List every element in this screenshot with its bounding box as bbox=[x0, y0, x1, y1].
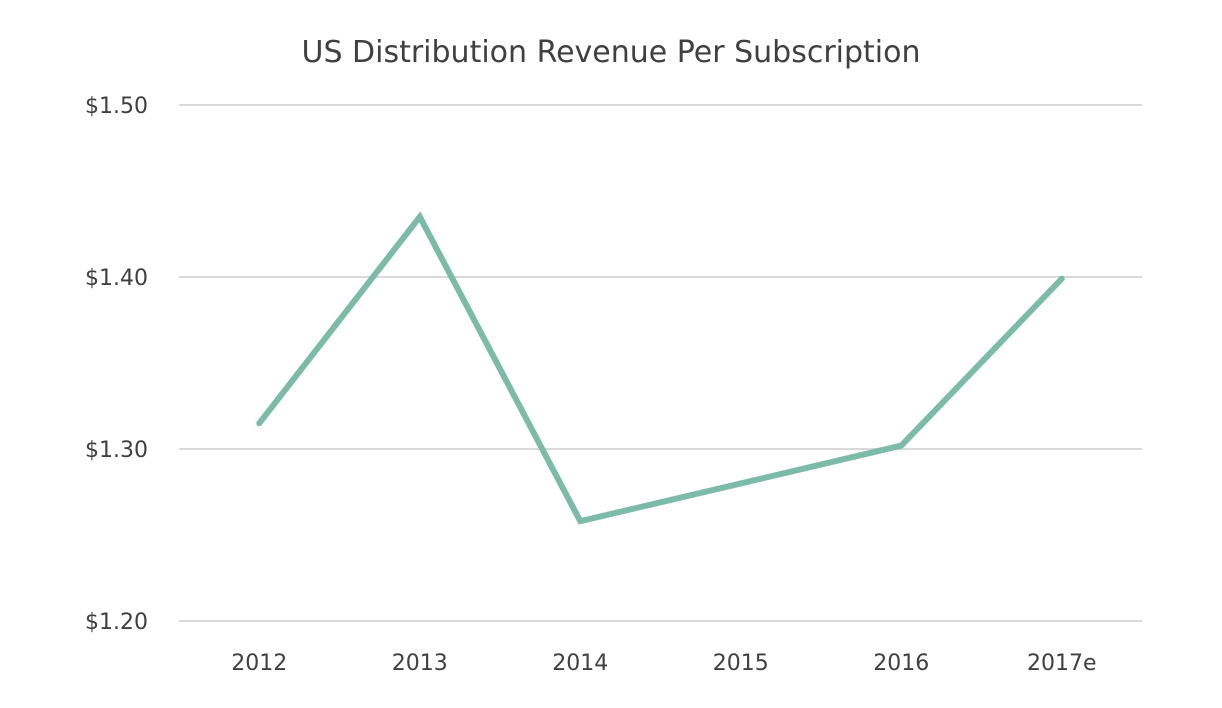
chart-title: US Distribution Revenue Per Subscription bbox=[301, 35, 920, 70]
x-axis-tick-labels: 2012 2013 2014 2015 2016 2017e bbox=[231, 651, 1096, 676]
y-axis-tick-labels: $1.20 $1.30 $1.40 $1.50 bbox=[85, 94, 148, 635]
y-tick-label: $1.20 bbox=[85, 610, 148, 635]
x-tick-label: 2012 bbox=[231, 651, 287, 676]
series-layer bbox=[256, 211, 1065, 525]
x-tick-label: 2015 bbox=[713, 651, 769, 676]
gridlines bbox=[179, 104, 1142, 622]
x-tick-label: 2013 bbox=[392, 651, 448, 676]
y-tick-label: $1.40 bbox=[85, 266, 148, 291]
y-tick-label: $1.30 bbox=[85, 438, 148, 463]
x-tick-label: 2014 bbox=[552, 651, 608, 676]
x-tick-label: 2016 bbox=[873, 651, 929, 676]
x-tick-label: 2017e bbox=[1027, 651, 1097, 676]
y-tick-label: $1.50 bbox=[85, 94, 148, 119]
series-line bbox=[256, 211, 1065, 525]
